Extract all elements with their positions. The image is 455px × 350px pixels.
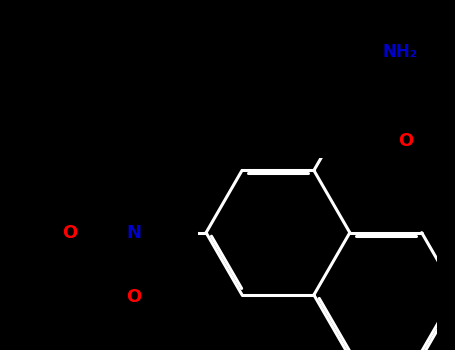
Text: NH₂: NH₂ bbox=[382, 43, 417, 61]
Text: O: O bbox=[62, 224, 77, 241]
Text: O: O bbox=[126, 288, 142, 306]
Text: O: O bbox=[398, 132, 414, 149]
Text: N: N bbox=[127, 224, 142, 241]
